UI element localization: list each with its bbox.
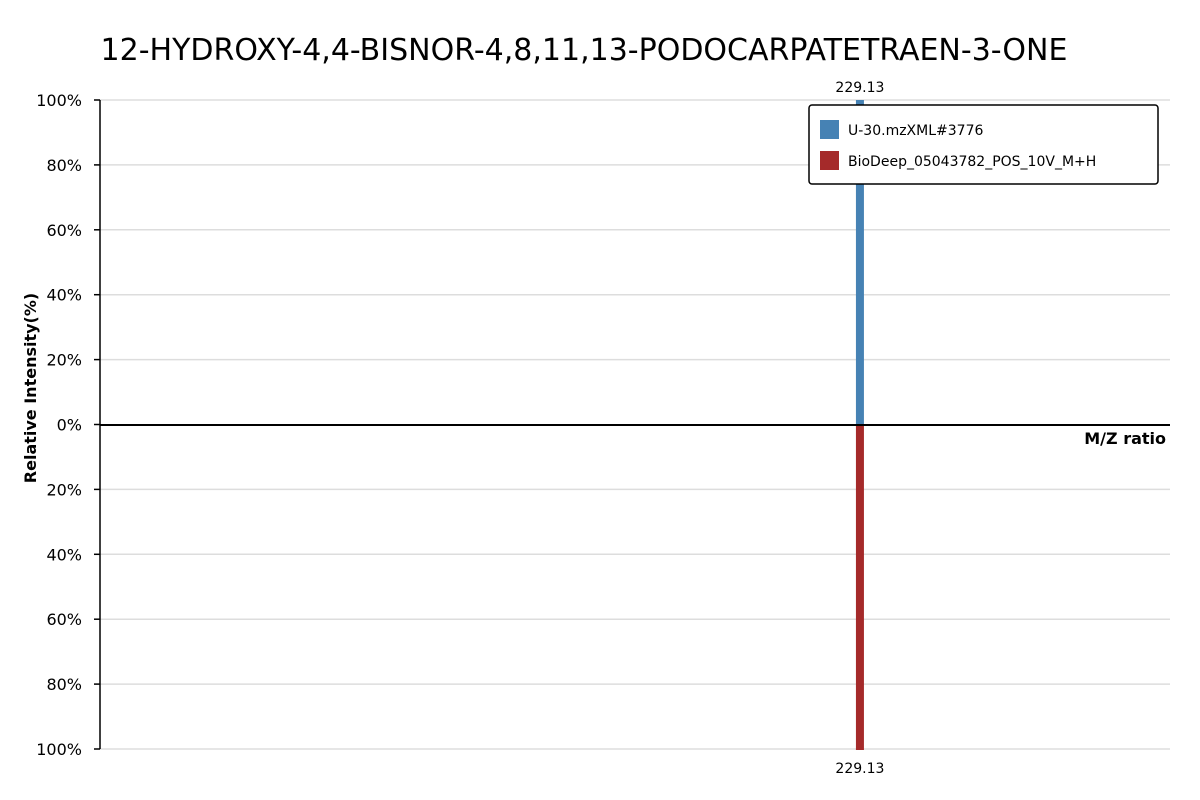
reference-peak-bar — [855, 425, 864, 750]
legend-label: U-30.mzXML#3776 — [848, 123, 983, 139]
y-tick-label: 20% — [46, 480, 82, 499]
y-ticks: 100% 80% 60% 40% 20% 0% 20% 40% 60% 80% 100% — [36, 91, 100, 759]
y-tick-label: 100% — [36, 91, 82, 110]
reference-peak-label: 229.13 — [835, 761, 884, 777]
y-tick-label: 80% — [46, 156, 82, 175]
y-tick-label: 0% — [57, 416, 82, 435]
x-axis-title: M/Z ratio — [1084, 429, 1166, 448]
chart-title: 12-HYDROXY-4,4-BISNOR-4,8,11,13-PODOCARP… — [101, 33, 1068, 68]
legend-label: BioDeep_05043782_POS_10V_M+H — [848, 154, 1096, 170]
y-tick-label: 100% — [36, 740, 82, 759]
peaks — [855, 100, 864, 750]
legend: U-30.mzXML#3776 BioDeep_05043782_POS_10V_… — [808, 104, 1159, 185]
query-peak-bar — [855, 100, 864, 425]
peak-labels: 229.13 229.13 — [835, 80, 884, 777]
y-tick-label: 80% — [46, 675, 82, 694]
y-tick-label: 60% — [46, 610, 82, 629]
legend-swatch — [820, 151, 839, 170]
y-tick-label: 40% — [46, 545, 82, 564]
query-peak-label: 229.13 — [835, 80, 884, 96]
legend-box — [808, 104, 1159, 185]
y-axis-title: Relative Intensity(%) — [21, 293, 40, 483]
y-tick-label: 20% — [46, 351, 82, 370]
y-tick-label: 40% — [46, 286, 82, 305]
grid — [100, 99, 1170, 750]
y-tick-label: 60% — [46, 221, 82, 240]
legend-swatch — [820, 120, 839, 139]
